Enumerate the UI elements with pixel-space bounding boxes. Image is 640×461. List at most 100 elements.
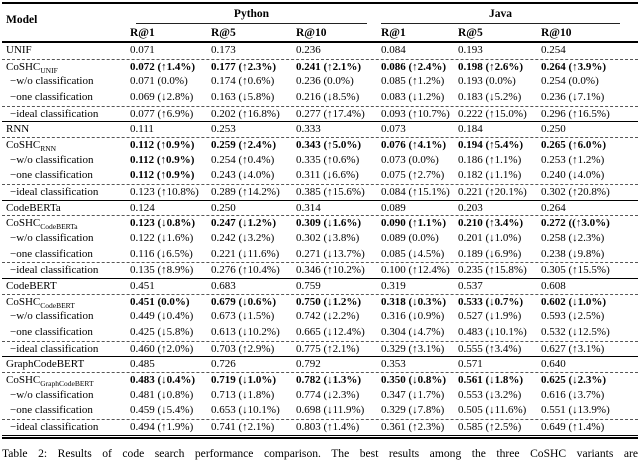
metric-cell: 0.174 (↑0.6%) <box>211 75 275 88</box>
row-label-subscript: CodeBERT <box>40 300 75 310</box>
table-row: CoSHCCodeBERTa 0.123 (↓0.8%) 0.247 (↓1.2… <box>2 215 638 231</box>
row-label-text: −one classification <box>10 247 93 260</box>
metric-cell: 0.272 ((↑3.0%) <box>541 217 610 230</box>
metric-cell: 0.302 (↑20.8%) <box>541 186 610 199</box>
row-label: CoSHCGraphCodeBERT <box>2 373 130 388</box>
row-label: UNIF <box>2 43 130 59</box>
column-header-python-r10: R@10 <box>296 27 327 39</box>
metric-cell: 0.089 (0.0%) <box>381 232 439 245</box>
row-label: −w/o classification <box>2 309 130 325</box>
metric-cell: 0.311 (↓6.6%) <box>296 169 359 182</box>
metric-cell: 0.277 (↑17.4%) <box>296 107 365 120</box>
metric-cell: 0.250 <box>541 123 566 136</box>
metric-cell: 0.254 <box>541 44 566 56</box>
table-row: CoSHCCodeBERT 0.451 (0.0%) 0.679 (↓0.6%)… <box>2 293 638 310</box>
row-label: −w/o classification <box>2 153 130 169</box>
metric-cell: 0.253 (↑1.2%) <box>541 153 605 166</box>
metric-cell: 0.553 (↓3.2%) <box>458 388 522 401</box>
metric-cell: 0.483 (↓0.4%) <box>130 374 196 387</box>
metric-cell: 0.613 (↓10.2%) <box>211 326 280 339</box>
metric-cell: 0.135 (↑8.9%) <box>130 264 194 277</box>
row-label-text: CoSHC <box>6 139 41 152</box>
metric-cell: 0.361 (↑2.3%) <box>381 421 445 434</box>
metric-cell: 0.741 (↑2.1%) <box>211 421 275 434</box>
metric-cell: 0.173 <box>211 44 236 56</box>
row-label: CoSHCCodeBERTa <box>2 216 130 231</box>
metric-cell: 0.072 (↑1.4%) <box>130 60 196 73</box>
table-row: RNN 0.111 0.253 0.333 0.073 0.184 0.250 <box>2 121 638 137</box>
metric-cell: 0.276 (↑10.4%) <box>211 264 280 277</box>
row-label-text: −one classification <box>10 404 93 417</box>
row-label-text: −w/o classification <box>10 153 94 166</box>
row-label: CoSHCRNN <box>2 138 130 153</box>
metric-cell: 0.533 (↓0.7%) <box>458 295 524 308</box>
metric-cell: 0.585 (↑2.5%) <box>458 421 522 434</box>
metric-cell: 0.627 (↑3.1%) <box>541 342 605 355</box>
row-label: −one classification <box>2 90 130 106</box>
metric-cell: 0.537 <box>458 280 483 293</box>
metric-cell: 0.084 (↑15.1%) <box>381 186 450 199</box>
row-label: CoSHCCodeBERT <box>2 295 130 310</box>
metric-cell: 0.254 (↑0.4%) <box>211 153 275 166</box>
row-label: −one classification <box>2 168 130 184</box>
table-row: −ideal classification 0.494 (↑1.9%) 0.74… <box>2 419 638 435</box>
table-row: −one classification 0.112 (↑0.9%) 0.243 … <box>2 168 638 184</box>
metric-cell: 0.775 (↑2.1%) <box>296 342 360 355</box>
column-group-java: Java <box>381 5 620 24</box>
table-row: UNIF 0.071 0.173 0.236 0.084 0.193 0.254 <box>2 43 638 59</box>
column-header-java-r1: R@1 <box>381 27 406 39</box>
row-label-text: −one classification <box>10 91 93 104</box>
subheader-spacer <box>2 25 130 41</box>
metric-cell: 0.100 (↑12.4%) <box>381 264 450 277</box>
table-row: GraphCodeBERT 0.485 0.726 0.792 0.353 0.… <box>2 356 638 372</box>
metric-cell: 0.616 (↓3.7%) <box>541 388 605 401</box>
table-row: CodeBERTa 0.124 0.250 0.314 0.089 0.203 … <box>2 199 638 216</box>
table-row: −one classification 0.425 (↓5.8%) 0.613 … <box>2 325 638 341</box>
row-label: CodeBERTa <box>2 201 130 216</box>
metric-cell: 0.649 (↑1.4%) <box>541 421 605 434</box>
metric-cell: 0.183 (↓5.2%) <box>458 91 522 104</box>
metric-cell: 0.316 (↓0.9%) <box>381 310 445 323</box>
row-label-text: CodeBERT <box>6 280 57 293</box>
metric-cell: 0.071 (0.0%) <box>130 75 188 88</box>
metric-cell: 0.182 (↓1.1%) <box>458 169 522 182</box>
row-label-text: RNN <box>6 123 30 136</box>
row-label: −w/o classification <box>2 74 130 90</box>
metric-cell: 0.236 <box>296 44 321 56</box>
column-header-java-r5: R@5 <box>458 27 483 39</box>
row-label-text: −ideal classification <box>10 342 99 355</box>
metric-cell: 0.485 <box>130 358 155 371</box>
table-row: −ideal classification 0.460 (↑2.0%) 0.70… <box>2 340 638 357</box>
metric-cell: 0.347 (↓1.7%) <box>381 388 445 401</box>
table-caption: Table 2: Results of code search performa… <box>2 447 638 460</box>
row-label: −ideal classification <box>2 420 130 435</box>
metric-cell: 0.527 (↓1.9%) <box>458 310 522 323</box>
metric-cell: 0.803 (↑1.4%) <box>296 421 360 434</box>
metric-cell: 0.089 <box>381 201 406 214</box>
metric-cell: 0.653 (↓10.1%) <box>211 404 280 417</box>
row-label-text: −w/o classification <box>10 75 94 88</box>
metric-cell: 0.216 (↓8.5%) <box>296 91 360 104</box>
metric-cell: 0.250 <box>211 201 236 214</box>
table-row: −one classification 0.459 (↓5.4%) 0.653 … <box>2 403 638 419</box>
row-label-text: CoSHC <box>6 374 41 387</box>
row-label: RNN <box>2 122 130 137</box>
metric-cell: 0.073 (0.0%) <box>381 153 439 166</box>
metric-cell: 0.451 (0.0%) <box>130 295 190 308</box>
metric-cell: 0.289 (↑14.2%) <box>211 186 280 199</box>
row-label-text: −w/o classification <box>10 388 94 401</box>
subheader-row: R@1 R@5 R@10 R@1 R@5 R@10 <box>2 25 638 41</box>
metric-cell: 0.258 (↓2.3%) <box>541 232 605 245</box>
metric-cell: 0.551 (↓13.9%) <box>541 404 610 417</box>
row-label: −ideal classification <box>2 263 130 278</box>
metric-cell: 0.124 <box>130 201 155 214</box>
metric-cell: 0.353 <box>381 358 406 371</box>
metric-cell: 0.640 <box>541 358 566 371</box>
row-label-subscript: RNN <box>40 144 57 154</box>
metric-cell: 0.236 (↓7.1%) <box>541 91 605 104</box>
row-label-text: −ideal classification <box>10 107 99 120</box>
metric-cell: 0.203 <box>458 201 483 214</box>
metric-cell: 0.679 (↓0.6%) <box>211 295 277 308</box>
row-label: CoSHCUNIF <box>2 60 130 75</box>
table-row: −one classification 0.116 (↓6.5%) 0.221 … <box>2 247 638 263</box>
